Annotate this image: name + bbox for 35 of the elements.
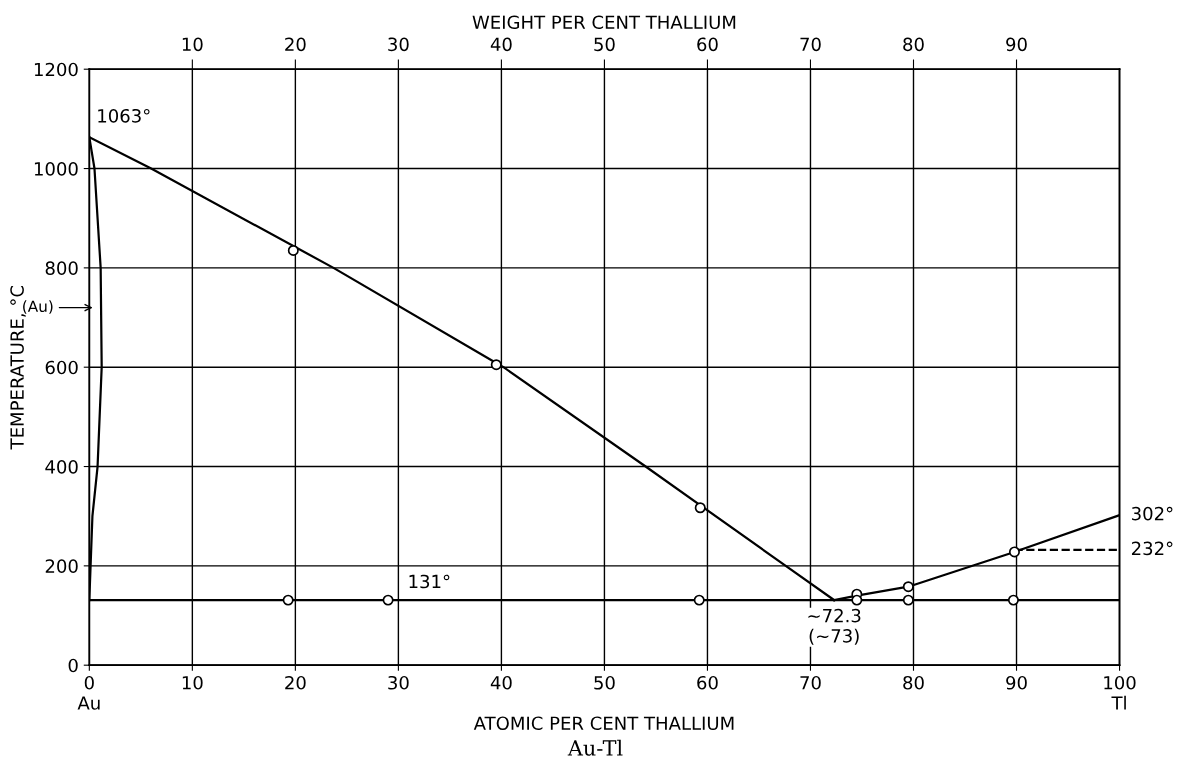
x-tick-label: 10 (182, 675, 203, 690)
annotation: 131° (409, 574, 450, 589)
annotation: ~72.3 (~73) (808, 608, 861, 645)
x-tick-label: 90 (1006, 675, 1027, 690)
x2-tick-label: 40 (490, 37, 512, 52)
annotation: 232° (1131, 541, 1173, 556)
y-tick-label: 1200 (34, 62, 78, 77)
x-tick-label: 50 (594, 675, 615, 690)
x-tick-label: 0 Au (77, 675, 100, 710)
x-tick-label: 40 (490, 675, 512, 690)
x2-tick-label: 70 (800, 37, 821, 52)
x-tick-label: 20 (285, 675, 306, 690)
x-axis-title: ATOMIC PER CENT THALLIUM (473, 716, 734, 731)
x2-tick-label: 60 (697, 37, 718, 52)
y-tick-label: 1000 (34, 162, 78, 176)
x-tick-label: 80 (903, 675, 924, 690)
x2-tick-label: 50 (594, 37, 615, 52)
y-tick-label: 400 (45, 459, 78, 474)
x2-tick-label: 30 (388, 37, 409, 52)
y-tick-label: 0 (68, 658, 78, 673)
y-tick-label: 800 (45, 261, 78, 275)
annotation: 1063° (98, 108, 150, 123)
y-tick-label: 600 (45, 360, 78, 375)
x-tick-label: 60 (697, 675, 718, 690)
x2-tick-label: 90 (1006, 37, 1027, 52)
x2-tick-label: 80 (903, 37, 924, 52)
x-tick-label: 100 Tl (1104, 675, 1136, 710)
x2-tick-label: 10 (182, 37, 203, 52)
x2-axis-title: WEIGHT PER CENT THALLIUM (472, 15, 736, 30)
text: Au-Tl (567, 739, 623, 756)
x2-tick-label: 20 (285, 37, 306, 52)
x-tick-label: 70 (800, 675, 821, 690)
x-tick-label: 30 (388, 675, 409, 690)
y-tick-label: 200 (45, 559, 78, 573)
annotation: 302° (1132, 506, 1173, 521)
